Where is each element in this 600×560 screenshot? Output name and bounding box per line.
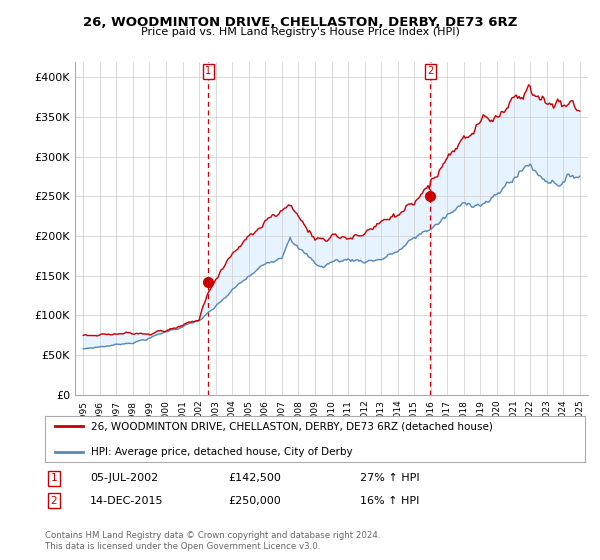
Text: HPI: Average price, detached house, City of Derby: HPI: Average price, detached house, City…: [91, 447, 353, 457]
Text: 16% ↑ HPI: 16% ↑ HPI: [360, 496, 419, 506]
Text: £142,500: £142,500: [228, 473, 281, 483]
Text: 14-DEC-2015: 14-DEC-2015: [90, 496, 163, 506]
Text: 2: 2: [427, 66, 433, 76]
Text: Contains HM Land Registry data © Crown copyright and database right 2024.: Contains HM Land Registry data © Crown c…: [45, 531, 380, 540]
Text: 26, WOODMINTON DRIVE, CHELLASTON, DERBY, DE73 6RZ (detached house): 26, WOODMINTON DRIVE, CHELLASTON, DERBY,…: [91, 421, 493, 431]
Text: Price paid vs. HM Land Registry's House Price Index (HPI): Price paid vs. HM Land Registry's House …: [140, 27, 460, 37]
Text: 27% ↑ HPI: 27% ↑ HPI: [360, 473, 419, 483]
Text: 1: 1: [205, 66, 211, 76]
Text: £250,000: £250,000: [228, 496, 281, 506]
Text: 26, WOODMINTON DRIVE, CHELLASTON, DERBY, DE73 6RZ: 26, WOODMINTON DRIVE, CHELLASTON, DERBY,…: [83, 16, 517, 29]
Text: 2: 2: [50, 496, 58, 506]
Text: 05-JUL-2002: 05-JUL-2002: [90, 473, 158, 483]
Text: 1: 1: [50, 473, 58, 483]
Text: This data is licensed under the Open Government Licence v3.0.: This data is licensed under the Open Gov…: [45, 542, 320, 551]
